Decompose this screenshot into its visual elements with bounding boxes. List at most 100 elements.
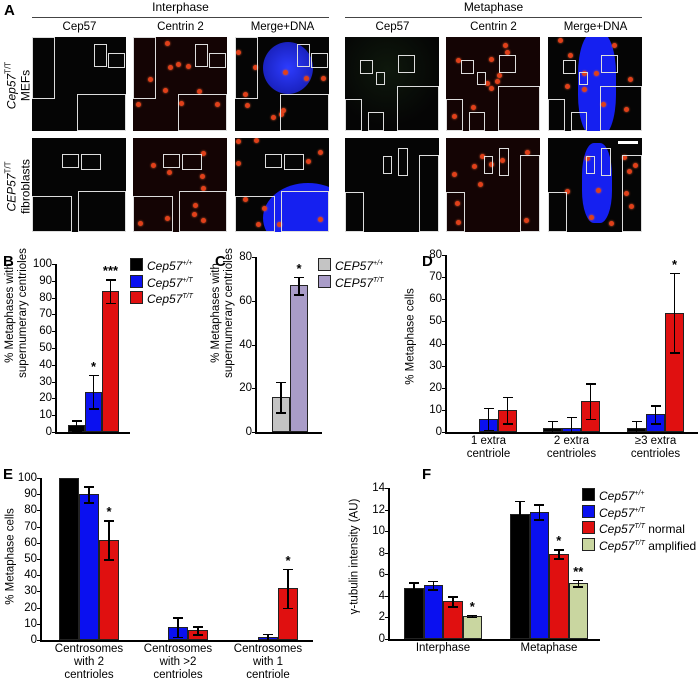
y-tick: [442, 299, 445, 301]
row-genotype-sup: T/T: [3, 161, 13, 174]
y-axis: [445, 255, 447, 432]
y-tick: [37, 640, 40, 641]
y-tick: [385, 509, 388, 511]
micrograph: [235, 138, 329, 232]
micrograph: [548, 138, 642, 232]
error-bar: [635, 420, 638, 432]
legend-sup: +/T: [182, 276, 193, 284]
legend-swatch: [130, 258, 143, 271]
y-tick-label: 0: [245, 426, 252, 438]
y-tick: [52, 264, 55, 265]
error-cap: [428, 589, 439, 591]
y-tick-label: 100: [17, 472, 37, 484]
y-tick-label: 80: [429, 249, 442, 261]
significance-star: ***: [102, 263, 119, 279]
significance-star: *: [285, 552, 291, 568]
y-tick: [252, 432, 255, 433]
bar: [568, 582, 588, 639]
legend-sup: T/T: [634, 539, 645, 547]
error-bar: [487, 407, 490, 430]
error-cap: [467, 614, 478, 617]
x-category-label: 1 extra centriole: [466, 435, 511, 460]
x-axis: [388, 639, 600, 641]
column-header: Merge+DNA: [563, 21, 628, 33]
y-tick-label: 40: [39, 358, 52, 371]
legend-item: Cep57T/T normal: [582, 520, 685, 536]
error-cap: [631, 420, 642, 423]
y-tick: [252, 300, 255, 302]
y-tick: [52, 364, 55, 366]
legend-label: Cep57: [599, 538, 635, 553]
error-bar: [92, 374, 95, 409]
y-tick: [442, 343, 445, 345]
y-tick: [385, 531, 388, 533]
error-cap: [573, 579, 584, 582]
significance-star: *: [296, 260, 302, 276]
error-cap: [547, 432, 558, 434]
error-cap: [283, 607, 293, 610]
y-tick: [37, 526, 40, 528]
significance-star: *: [469, 598, 475, 614]
x-category-label: ≥3 extra centrioles: [630, 435, 681, 460]
bar: [510, 513, 530, 639]
error-cap: [428, 580, 439, 583]
error-cap: [294, 276, 304, 279]
y-tick: [385, 488, 388, 489]
panel-letter: E: [3, 466, 14, 483]
legend-genotype: CEP57T/T: [335, 276, 384, 290]
legend-genotype: Cep57+/+: [599, 489, 645, 503]
error-bar: [538, 504, 540, 520]
legend-sup: +/T: [634, 506, 645, 514]
y-tick: [37, 575, 40, 577]
bar: [549, 553, 569, 639]
error-cap: [105, 302, 116, 305]
error-cap: [553, 549, 564, 551]
y-tick: [442, 432, 445, 433]
error-cap: [534, 504, 545, 506]
error-cap: [71, 420, 82, 422]
legend-swatch: [130, 274, 143, 288]
error-bar: [75, 420, 78, 431]
error-cap: [669, 272, 680, 275]
legend-swatch: [582, 537, 595, 551]
y-tick-label: 40: [239, 338, 252, 351]
error-cap: [514, 526, 525, 529]
y-tick: [442, 255, 445, 256]
y-tick: [252, 388, 255, 390]
column-header: Cep57: [375, 21, 410, 33]
y-tick: [37, 623, 40, 625]
error-cap: [631, 432, 642, 434]
y-axis: [388, 488, 390, 639]
error-bar: [570, 416, 573, 432]
y-tick-label: 50: [429, 315, 442, 328]
legend-sup: +/+: [373, 260, 384, 267]
significance-star: *: [90, 358, 97, 374]
error-bar: [673, 272, 676, 353]
legend-sup: T/T: [634, 523, 645, 530]
y-axis: [40, 478, 42, 640]
legend-label: CEP57: [335, 275, 374, 290]
group-header-interphase: Interphase: [152, 0, 209, 14]
error-cap: [502, 423, 513, 425]
y-tick: [52, 314, 55, 316]
error-cap: [483, 407, 494, 410]
y-tick-label: 0: [378, 633, 385, 645]
bar: [423, 585, 443, 639]
panel-letter: F: [422, 466, 432, 483]
row-genotype-sup: T/T: [3, 61, 13, 74]
y-tick: [385, 639, 388, 640]
error-cap: [104, 520, 114, 522]
y-tick-label: 70: [24, 520, 37, 533]
y-tick-label: 10: [39, 409, 52, 422]
x-category-label: 2 extra centrioles: [546, 435, 597, 460]
y-tick-label: 70: [39, 308, 52, 321]
legend-label: Cep57: [147, 259, 183, 273]
y-tick: [442, 365, 445, 367]
y-tick-label: 20: [239, 382, 252, 395]
y-tick-label: 4: [378, 589, 385, 602]
x-category-label: Centrosomes with >2 centrioles: [143, 643, 213, 681]
x-axis: [55, 432, 130, 434]
y-tick-label: 50: [39, 342, 52, 354]
y-tick-label: 20: [429, 381, 442, 394]
row-cell-type: fibroblasts: [18, 159, 33, 214]
